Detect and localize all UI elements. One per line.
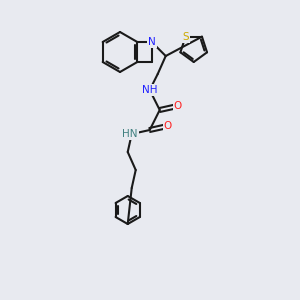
Text: S: S: [182, 32, 189, 42]
Text: O: O: [174, 101, 182, 111]
Text: O: O: [164, 121, 172, 131]
Text: N: N: [148, 37, 156, 47]
Text: HN: HN: [122, 129, 137, 139]
Text: NH: NH: [142, 85, 158, 95]
